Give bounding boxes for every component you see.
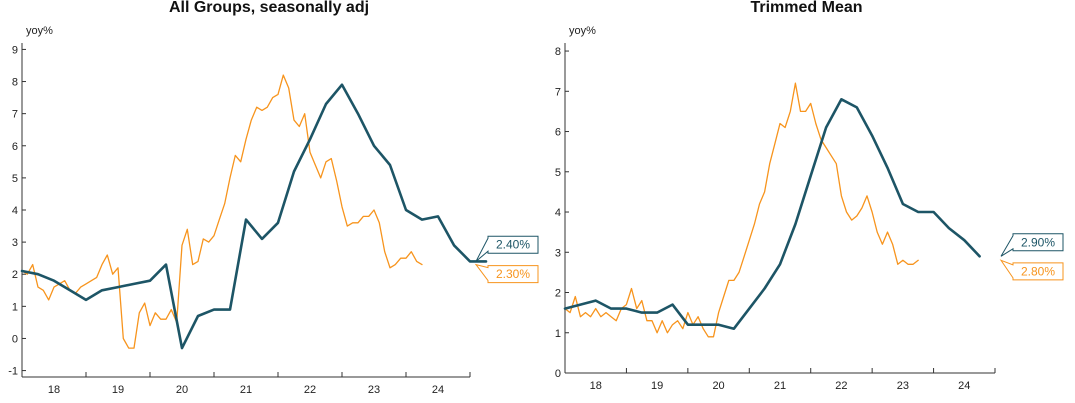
chart-title: All Groups, seasonally adj: [168, 0, 370, 16]
x-tick-label: 23: [897, 380, 909, 392]
y-tick-label: 4: [555, 207, 561, 219]
series-line: [21, 74, 423, 349]
y-tick-label: 8: [12, 77, 18, 89]
y-tick-label: 3: [555, 247, 561, 259]
y-tick-label: 0: [12, 333, 18, 345]
callout-box: [474, 263, 539, 284]
callout-label: 2.40%: [496, 238, 530, 252]
chart-panel-all-groups: yoy% -1 0 1 2 3 4 5 6 7 8 9 18 19 20 21 22 23 24 2.40% 2.30%…: [8, 0, 539, 396]
y-tick-label: -1: [8, 366, 18, 378]
y-tick-label: 7: [555, 86, 561, 98]
y-tick-label: 1: [12, 301, 18, 313]
callout-label: 2.90%: [1021, 235, 1055, 249]
x-tick-label: 20: [712, 380, 724, 392]
x-tick-label: 22: [835, 380, 847, 392]
y-unit-label: yoy%: [569, 25, 596, 37]
y-tick-label: 5: [12, 173, 18, 185]
callout-box: [999, 259, 1064, 281]
y-tick-label: 2: [555, 288, 561, 300]
series-line: [563, 98, 981, 331]
x-tick-label: 24: [958, 380, 970, 392]
x-tick-label: 18: [48, 384, 60, 396]
x-tick-label: 19: [112, 384, 124, 396]
y-tick-label: 8: [555, 46, 561, 58]
callout-label: 2.80%: [1021, 264, 1055, 278]
x-tick-label: 24: [432, 384, 444, 396]
x-tick-label: 22: [304, 384, 316, 396]
series-line: [20, 83, 488, 350]
y-tick-label: 9: [12, 44, 18, 56]
chart-title: Trimmed Mean: [750, 0, 863, 16]
y-tick-label: 0: [555, 368, 561, 380]
chart-panel-trimmed-mean: yoy% 0 1 2 3 4 5 6 7 8 18 19 20 21 22 23 24 2.90% 2.80% Tr…: [538, 0, 1075, 403]
y-tick-label: 2: [12, 269, 18, 281]
y-tick-label: 6: [555, 127, 561, 139]
y-tick-label: 5: [555, 167, 561, 179]
x-tick-label: 21: [774, 380, 786, 392]
x-tick-label: 20: [176, 384, 188, 396]
x-tick-label: 18: [590, 380, 602, 392]
callout-box: [475, 235, 539, 262]
series-line: [564, 82, 919, 338]
x-tick-label: 21: [240, 384, 252, 396]
y-tick-label: 3: [12, 237, 18, 249]
y-tick-label: 7: [12, 109, 18, 121]
callout-box: [1000, 233, 1064, 257]
y-tick-label: 1: [555, 328, 561, 340]
y-unit-label: yoy%: [26, 25, 53, 37]
callout-label: 2.30%: [496, 267, 530, 281]
x-tick-label: 23: [368, 384, 380, 396]
x-tick-label: 19: [651, 380, 663, 392]
y-tick-label: 6: [12, 141, 18, 153]
y-tick-label: 4: [12, 205, 18, 217]
